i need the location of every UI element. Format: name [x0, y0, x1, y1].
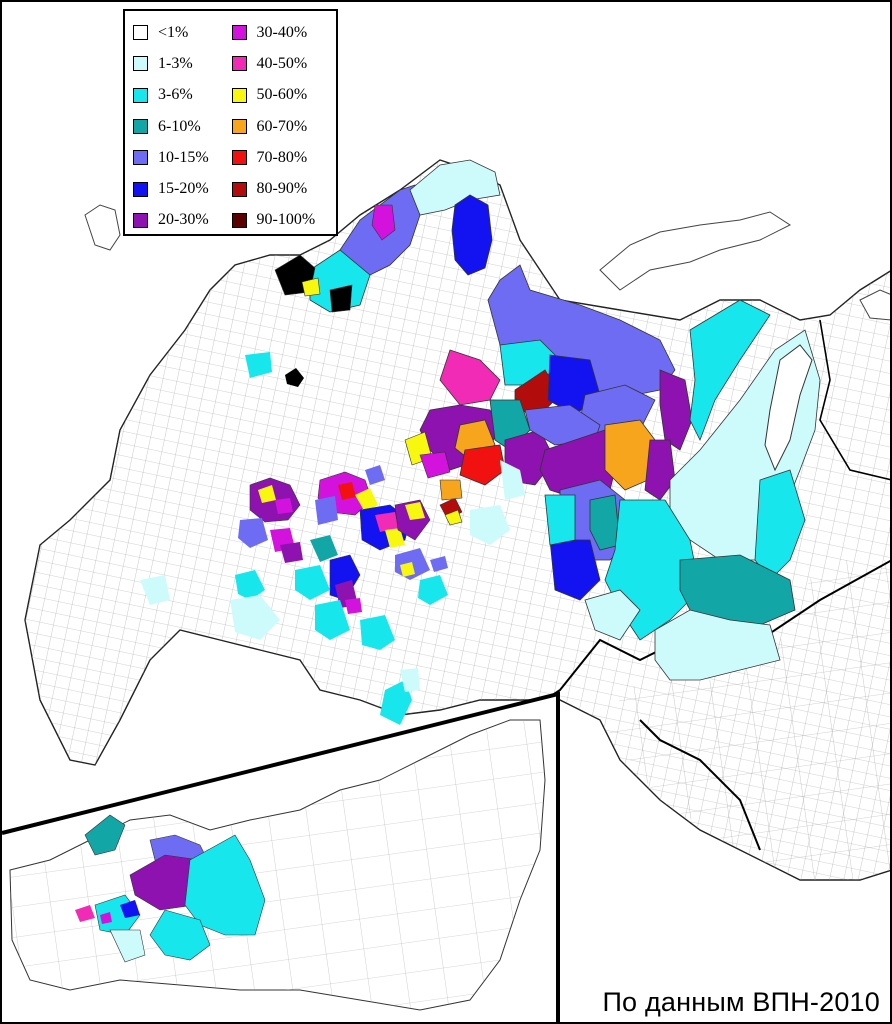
- legend-item: 60-70%: [231, 111, 331, 142]
- legend-label: 60-70%: [256, 117, 308, 135]
- legend-item: 20-30%: [133, 205, 232, 236]
- legend-swatch: [231, 25, 247, 41]
- legend-label: 10-15%: [158, 148, 209, 166]
- legend-item: 10-15%: [133, 142, 232, 173]
- legend-swatch: [133, 56, 148, 72]
- legend-item: 30-40%: [231, 17, 331, 48]
- legend-label: 40-50%: [256, 54, 308, 72]
- legend-label: 20-30%: [158, 211, 209, 229]
- inset-border: [1, 691, 560, 1022]
- legend-item: <1%: [133, 17, 232, 48]
- legend-item: 90-100%: [231, 205, 331, 236]
- legend-swatch: [133, 119, 148, 135]
- legend-label: 3-6%: [158, 86, 193, 104]
- legend-label: 1-3%: [158, 54, 193, 72]
- legend-label: 6-10%: [158, 117, 201, 135]
- legend-swatch: [231, 87, 247, 103]
- legend-label: 80-90%: [256, 180, 308, 198]
- legend-swatch: [231, 181, 247, 197]
- legend-label: 30-40%: [256, 23, 308, 41]
- legend-label: <1%: [158, 23, 189, 41]
- legend-label: 50-60%: [256, 86, 308, 104]
- legend-label: 70-80%: [256, 148, 308, 166]
- legend-item: 40-50%: [231, 48, 331, 79]
- legend-item: 3-6%: [133, 80, 232, 111]
- legend-swatch: [133, 87, 148, 103]
- map-legend: <1% 1-3% 3-6% 6-10% 10-15% 15-20% 20-30% 30-40%…: [123, 9, 338, 236]
- legend-swatch: [133, 212, 148, 228]
- legend-item: 6-10%: [133, 111, 232, 142]
- source-caption: По данным ВПН-2010: [602, 987, 880, 1017]
- legend-item: 1-3%: [133, 48, 232, 79]
- legend-item: 80-90%: [231, 173, 331, 204]
- legend-label: 15-20%: [158, 180, 209, 198]
- legend-swatch: [231, 119, 247, 135]
- legend-label: 90-100%: [256, 211, 316, 229]
- inset-map: [0, 693, 560, 1024]
- water-bodies: [764, 344, 813, 472]
- legend-swatch: [133, 150, 148, 166]
- legend-swatch: [231, 56, 247, 72]
- legend-item: 70-80%: [231, 142, 331, 173]
- legend-swatch: [133, 181, 148, 197]
- legend-swatch: [133, 25, 148, 41]
- legend-item: 50-60%: [231, 80, 331, 111]
- legend-item: 15-20%: [133, 173, 232, 204]
- legend-swatch: [231, 212, 247, 228]
- legend-swatch: [231, 150, 247, 166]
- northern-islands: [84, 204, 892, 321]
